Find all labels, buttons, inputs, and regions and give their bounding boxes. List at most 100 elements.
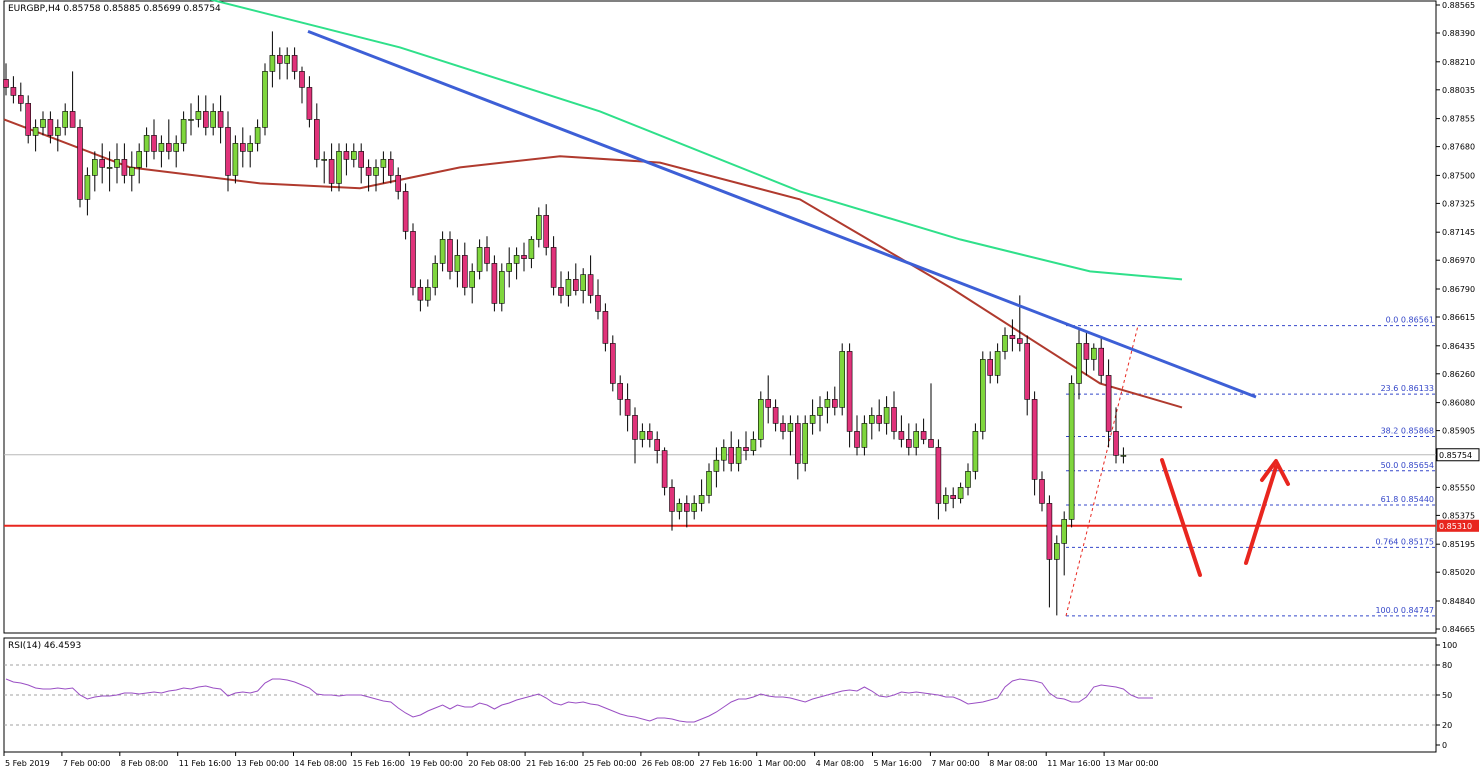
candle-down bbox=[291, 55, 298, 72]
candle-up bbox=[639, 431, 646, 440]
candle-down bbox=[1083, 343, 1090, 360]
rsi-tick-label: 0 bbox=[1442, 741, 1447, 750]
ma-long-line bbox=[209, 0, 1183, 281]
candle-down bbox=[876, 415, 883, 424]
candle-down bbox=[1031, 399, 1038, 480]
candle-down bbox=[743, 447, 749, 451]
candle-up bbox=[247, 143, 253, 152]
forecast-arrows-layer bbox=[1160, 458, 1290, 577]
time-tick-label: 8 Mar 08:00 bbox=[989, 759, 1037, 768]
price-tick-label: 0.88210 bbox=[1442, 58, 1475, 67]
candle-up bbox=[735, 447, 742, 464]
price-tick-label: 0.87680 bbox=[1442, 143, 1475, 152]
candle-up bbox=[506, 263, 513, 272]
candle-up bbox=[1054, 543, 1060, 560]
price-tick-label: 0.86080 bbox=[1442, 399, 1475, 408]
candle-down bbox=[831, 399, 838, 408]
candle-up bbox=[513, 255, 520, 264]
fib-level-label: 100.0 0.84747 bbox=[1375, 606, 1434, 615]
candle-up bbox=[262, 71, 268, 128]
candle-down bbox=[617, 383, 624, 400]
candle-down bbox=[402, 191, 409, 232]
candle-up bbox=[861, 423, 868, 448]
time-tick-label: 13 Feb 00:00 bbox=[237, 759, 289, 768]
candle-down bbox=[447, 239, 453, 272]
candle-down bbox=[484, 247, 490, 264]
time-tick-label: 20 Feb 08:00 bbox=[468, 759, 520, 768]
candle-up bbox=[350, 151, 357, 160]
candle-up bbox=[817, 407, 823, 416]
candle-down bbox=[1098, 347, 1104, 376]
price-tick-label: 0.84665 bbox=[1442, 625, 1475, 634]
candle-up bbox=[913, 431, 920, 448]
candle-down bbox=[10, 87, 17, 96]
candle-up bbox=[380, 159, 387, 168]
candle-up bbox=[321, 159, 328, 161]
candle-up bbox=[839, 351, 846, 408]
candle-up bbox=[469, 271, 476, 288]
candle-up bbox=[454, 255, 461, 272]
candle-down bbox=[47, 119, 54, 136]
candle-up bbox=[979, 359, 986, 432]
current-price-label: 0.85754 bbox=[1439, 451, 1472, 460]
candle-down bbox=[632, 415, 638, 440]
candle-down bbox=[1039, 479, 1045, 504]
trend-line bbox=[307, 30, 1257, 399]
candle-down bbox=[891, 407, 897, 432]
rsi-line bbox=[5, 678, 1153, 723]
support-price-label: 0.85310 bbox=[1439, 522, 1472, 531]
candle-up bbox=[528, 239, 535, 259]
candle-down bbox=[25, 103, 32, 136]
candle-up bbox=[1002, 335, 1008, 352]
price-tick-label: 0.85905 bbox=[1442, 427, 1475, 436]
candle-up bbox=[994, 351, 1001, 376]
candle-down bbox=[550, 247, 557, 288]
fib-level-label: 0.764 0.85175 bbox=[1375, 537, 1434, 546]
candle-down bbox=[365, 167, 372, 176]
candle-up bbox=[373, 167, 379, 176]
candle-up bbox=[676, 503, 683, 512]
time-tick-label: 15 Feb 16:00 bbox=[352, 759, 404, 768]
price-tick-label: 0.87145 bbox=[1442, 228, 1475, 237]
time-tick-label: 21 Feb 16:00 bbox=[526, 759, 578, 768]
candle-down bbox=[276, 55, 283, 64]
time-tick-label: 25 Feb 00:00 bbox=[584, 759, 636, 768]
rsi-tick-label: 80 bbox=[1442, 661, 1452, 670]
support-price-tag bbox=[1437, 519, 1479, 532]
candle-up bbox=[106, 167, 113, 169]
ma-short-line bbox=[3, 118, 1183, 409]
candle-down bbox=[1105, 375, 1112, 432]
candle-up bbox=[809, 415, 816, 424]
candle-up bbox=[232, 143, 239, 176]
price-tick-label: 0.85195 bbox=[1442, 540, 1475, 549]
candle-down bbox=[225, 127, 231, 176]
candle-up bbox=[720, 447, 727, 461]
candle-up bbox=[143, 135, 150, 152]
candle-down bbox=[410, 231, 416, 288]
candle-up bbox=[698, 495, 705, 504]
candle-up bbox=[158, 143, 165, 152]
chart-title: EURGBP,H4 0.85758 0.85885 0.85699 0.8575… bbox=[8, 4, 221, 14]
candle-down bbox=[935, 447, 942, 504]
candle-down bbox=[772, 407, 779, 424]
candle-down bbox=[920, 431, 927, 440]
candle-up bbox=[972, 431, 979, 472]
candle-up bbox=[62, 111, 69, 128]
price-tick-label: 0.86260 bbox=[1442, 370, 1475, 379]
candle-down bbox=[1046, 503, 1053, 560]
candle-up bbox=[173, 143, 179, 152]
rsi-tick-label: 100 bbox=[1442, 641, 1457, 650]
candle-up bbox=[195, 111, 202, 120]
candle-up bbox=[114, 159, 120, 168]
candle-up bbox=[424, 287, 431, 301]
candle-up bbox=[824, 399, 831, 408]
candle-down bbox=[543, 215, 550, 248]
price-tick-label: 0.86615 bbox=[1442, 313, 1475, 322]
time-tick-label: 4 Mar 08:00 bbox=[816, 759, 864, 768]
candle-down bbox=[3, 79, 9, 88]
candle-down bbox=[240, 143, 246, 152]
time-tick-label: 14 Feb 08:00 bbox=[295, 759, 347, 768]
time-tick-label: 8 Feb 08:00 bbox=[121, 759, 168, 768]
